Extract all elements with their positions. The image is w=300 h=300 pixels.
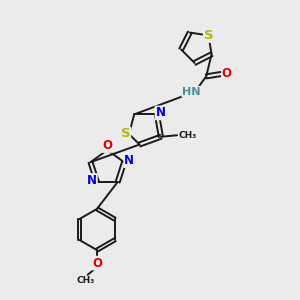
- Text: HN: HN: [182, 87, 201, 97]
- Text: S: S: [204, 29, 213, 42]
- Text: N: N: [155, 106, 166, 119]
- Text: CH₃: CH₃: [178, 131, 197, 140]
- Text: O: O: [102, 139, 112, 152]
- Text: N: N: [124, 154, 134, 167]
- Text: CH₃: CH₃: [77, 276, 95, 285]
- Text: S: S: [121, 128, 130, 140]
- Text: N: N: [87, 174, 97, 187]
- Text: O: O: [92, 256, 102, 270]
- Text: O: O: [222, 67, 232, 80]
